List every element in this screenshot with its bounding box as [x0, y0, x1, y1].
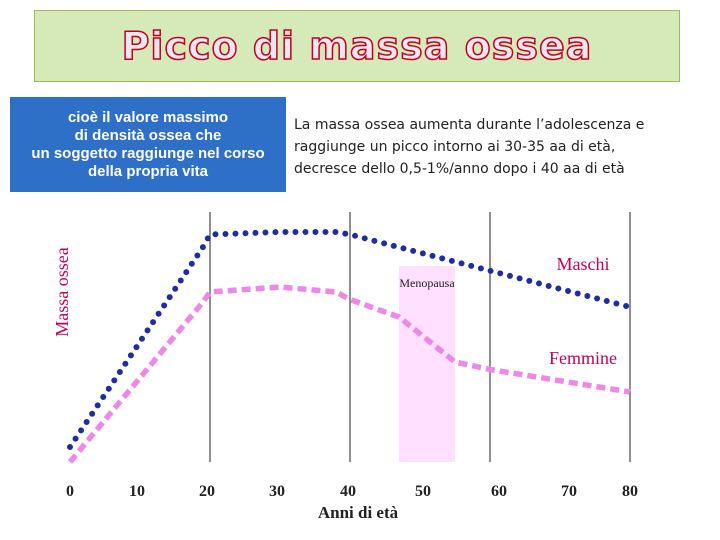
series-line-femmine [67, 284, 631, 464]
series-label-femmine: Femmine [549, 348, 617, 368]
x-tick-label: 0 [66, 483, 74, 500]
definition-box: cioè il valore massimo di densità ossea … [10, 97, 286, 192]
series-label-maschi: Maschi [557, 254, 610, 274]
title-box: Picco di massa ossea [34, 10, 680, 82]
menopause-band [399, 266, 455, 462]
x-tick-label: 30 [269, 483, 285, 500]
x-tick-label: 50 [415, 483, 431, 500]
description-text: La massa ossea aumenta durante l’adolesc… [294, 117, 645, 177]
x-tick-label: 40 [340, 483, 356, 500]
y-axis-label: Massa ossea [52, 247, 72, 336]
page-title: Picco di massa ossea [121, 23, 593, 69]
series-line-maschi [67, 229, 633, 450]
x-tick-label: 80 [622, 483, 638, 500]
x-tick-label: 60 [491, 483, 507, 500]
x-tick-label: 20 [199, 483, 215, 500]
definition-text: cioè il valore massimo di densità ossea … [31, 108, 265, 180]
menopause-label: Menopausa [399, 276, 455, 290]
x-tick-label: 10 [129, 483, 145, 500]
x-tick-label: 70 [561, 483, 577, 500]
x-axis-label: Anni di età [318, 503, 399, 522]
